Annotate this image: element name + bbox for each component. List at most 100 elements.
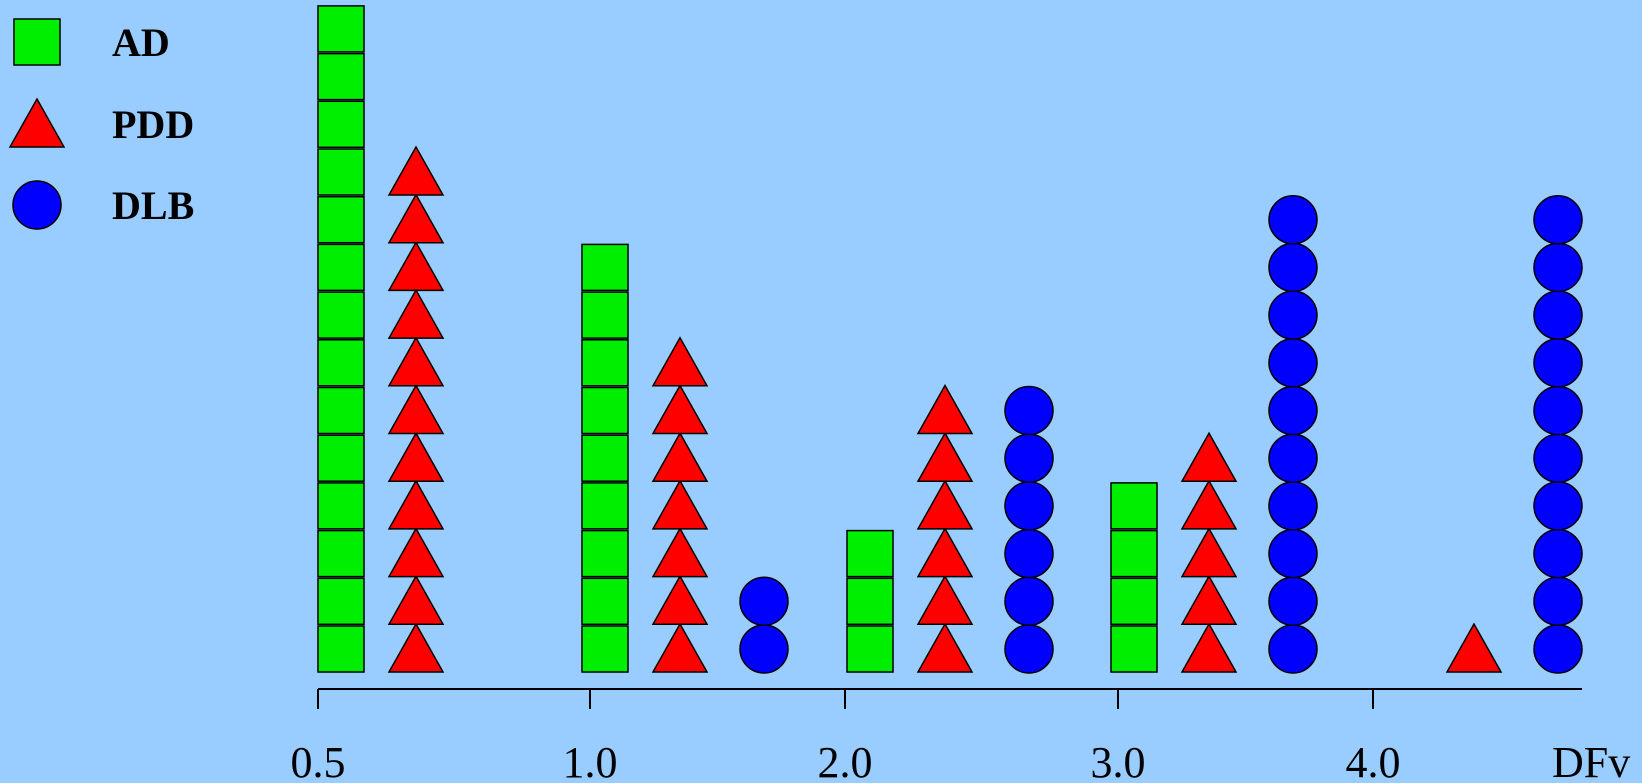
mark-ad-bin3-1	[846, 625, 894, 673]
mark-pdd-bin1-11	[387, 145, 445, 196]
mark-dlb-bin5-1	[1533, 624, 1583, 674]
mark-ad-bin1-13	[317, 52, 365, 101]
mark-ad-bin2-1	[581, 625, 629, 673]
x-axis: 0.5 1.0 2.0 3.0 4.0 DFv	[291, 688, 1630, 783]
legend-item-ad: AD	[13, 18, 170, 66]
mark-pdd-bin3-2	[916, 574, 974, 626]
mark-pdd-bin2-1	[651, 622, 709, 673]
mark-pdd-bin3-1	[916, 622, 974, 673]
mark-dlb-bin5-8	[1533, 290, 1583, 340]
mark-pdd-bin1-7	[387, 336, 445, 387]
mark-dlb-bin5-2	[1533, 576, 1583, 627]
mark-dlb-bin4-9	[1268, 242, 1318, 293]
mark-pdd-bin2-5	[651, 431, 709, 482]
mark-pdd-bin1-6	[387, 383, 445, 435]
mark-dlb-bin4-8	[1268, 290, 1318, 340]
legend-item-pdd: PDD	[8, 97, 194, 148]
mark-dlb-bin4-10	[1268, 194, 1318, 245]
mark-pdd-bin1-2	[387, 574, 445, 626]
mark-ad-bin2-3	[581, 529, 629, 578]
mark-ad-bin2-8	[581, 291, 629, 339]
mark-dlb-bin3-3	[1004, 528, 1054, 579]
mark-dlb-bin5-4	[1533, 481, 1583, 531]
legend: AD PDD DLB	[8, 18, 194, 230]
x-tick-label: 0.5	[291, 738, 346, 783]
mark-ad-bin4-4	[1110, 482, 1158, 530]
x-tick-label: 2.0	[818, 738, 873, 783]
mark-pdd-bin1-1	[387, 622, 445, 673]
mark-ad-bin3-2	[846, 577, 894, 626]
mark-pdd-bin4-2	[1180, 574, 1238, 626]
mark-pdd-bin3-6	[916, 383, 974, 435]
mark-dlb-bin3-6	[1004, 385, 1054, 436]
mark-dlb-bin3-1	[1004, 624, 1054, 674]
mark-pdd-bin3-4	[916, 479, 974, 530]
chart-marks	[317, 5, 1583, 674]
mark-dlb-bin3-2	[1004, 576, 1054, 627]
mark-ad-bin2-4	[581, 482, 629, 530]
mark-ad-bin1-5	[317, 434, 365, 482]
mark-ad-bin1-7	[317, 339, 365, 387]
mark-dlb-bin5-6	[1533, 385, 1583, 436]
mark-ad-bin4-2	[1110, 577, 1158, 626]
mark-pdd-bin2-2	[651, 574, 709, 626]
mark-pdd-bin1-8	[387, 288, 445, 339]
mark-pdd-bin4-5	[1180, 431, 1238, 482]
mark-pdd-bin1-3	[387, 527, 445, 578]
mark-ad-bin4-1	[1110, 625, 1158, 673]
mark-dlb-bin4-1	[1268, 624, 1318, 674]
mark-ad-bin1-6	[317, 386, 365, 435]
mark-ad-bin3-3	[846, 529, 894, 578]
mark-ad-bin1-10	[317, 195, 365, 244]
mark-pdd-bin2-7	[651, 336, 709, 387]
mark-pdd-bin1-9	[387, 240, 445, 292]
mark-dlb-bin4-7	[1268, 338, 1318, 388]
mark-ad-bin1-3	[317, 529, 365, 578]
mark-pdd-bin1-4	[387, 479, 445, 530]
mark-dlb-bin4-4	[1268, 481, 1318, 531]
mark-pdd-bin1-10	[387, 193, 445, 244]
mark-dlb-bin4-2	[1268, 576, 1318, 627]
mark-ad-bin1-9	[317, 243, 365, 292]
mark-pdd-bin4-1	[1180, 622, 1238, 673]
mark-pdd-bin1-5	[387, 431, 445, 482]
mark-ad-bin1-1	[317, 625, 365, 673]
legend-triangle-icon	[8, 97, 66, 148]
x-tick-label: 4.0	[1346, 738, 1401, 783]
legend-label-ad: AD	[112, 20, 170, 65]
x-tick-label: 1.0	[563, 738, 618, 783]
x-tick-label: 3.0	[1091, 738, 1146, 783]
mark-ad-bin2-5	[581, 434, 629, 482]
mark-dlb-bin4-6	[1268, 385, 1318, 436]
mark-dlb-bin5-3	[1533, 528, 1583, 579]
mark-pdd-bin4-3	[1180, 527, 1238, 578]
legend-circle-icon	[12, 180, 62, 230]
mark-ad-bin1-12	[317, 100, 365, 149]
mark-pdd-bin4-4	[1180, 479, 1238, 530]
mark-pdd-bin2-3	[651, 527, 709, 578]
mark-pdd-bin2-4	[651, 479, 709, 530]
mark-dlb-bin3-4	[1004, 481, 1054, 531]
mark-ad-bin2-6	[581, 386, 629, 435]
legend-label-dlb: DLB	[112, 183, 194, 228]
legend-item-dlb: DLB	[12, 180, 194, 230]
mark-pdd-bin3-5	[916, 431, 974, 482]
x-axis-label: DFv	[1552, 738, 1630, 783]
mark-dlb-bin5-5	[1533, 433, 1583, 483]
mark-ad-bin1-4	[317, 482, 365, 530]
mark-dlb-bin5-10	[1533, 194, 1583, 245]
mark-pdd-bin2-6	[651, 383, 709, 435]
mark-dlb-bin4-3	[1268, 528, 1318, 579]
mark-dlb-bin2-2	[739, 576, 789, 627]
mark-dlb-bin2-1	[739, 624, 789, 674]
mark-dlb-bin5-9	[1533, 242, 1583, 293]
mark-ad-bin1-2	[317, 577, 365, 626]
mark-ad-bin4-3	[1110, 529, 1158, 578]
mark-dlb-bin3-5	[1004, 433, 1054, 483]
mark-ad-bin1-8	[317, 291, 365, 339]
legend-label-pdd: PDD	[112, 102, 194, 147]
mark-ad-bin2-7	[581, 339, 629, 387]
mark-ad-bin2-2	[581, 577, 629, 626]
mark-pdd-bin3-3	[916, 527, 974, 578]
